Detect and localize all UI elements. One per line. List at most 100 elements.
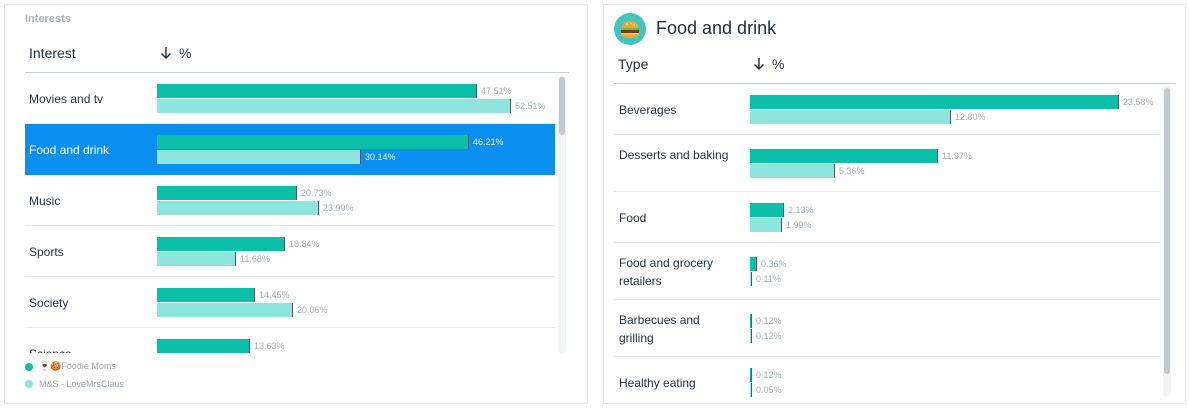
percent-label: 23.58% (1123, 97, 1154, 107)
bar-end-marker (751, 383, 752, 397)
sort-down-arrow-icon (754, 58, 764, 70)
percent-label: 0.12% (756, 331, 782, 341)
sort-down-arrow-icon (161, 47, 171, 59)
row-label: Food (619, 211, 647, 225)
list-item[interactable]: Food and grocery retailers 0.36% 0.11% (614, 243, 1160, 300)
types-list[interactable]: Beverages 23.58% 12.80% Desserts and baking… (614, 84, 1160, 401)
percent-label: 14.45% (259, 290, 290, 300)
legend-item-b: M&S - LoveMrsClaus (25, 379, 124, 389)
scrollbar[interactable] (1163, 86, 1171, 397)
percent-label: 0.11% (756, 274, 781, 284)
header-divider (25, 72, 569, 73)
bar-series-a (157, 135, 468, 149)
list-item[interactable]: Desserts and baking 11.97% 5.36% (614, 135, 1160, 192)
list-item[interactable]: Healthy eating 0.12% 0.05% (614, 357, 1160, 401)
bar-series-b (157, 150, 360, 164)
bar-series-a (750, 314, 751, 328)
column-header-interest[interactable]: Interest (29, 45, 76, 61)
list-item[interactable]: Food 2.13% 1.99% (614, 192, 1160, 243)
percent-label: 47.51% (481, 86, 512, 96)
bar-series-b (157, 201, 318, 215)
bar-end-marker (751, 314, 752, 328)
scrollbar-thumb[interactable] (559, 77, 565, 135)
bar-series-b (157, 99, 510, 113)
scrollbar-thumb[interactable] (1164, 88, 1170, 374)
percent-label: 20.06% (297, 305, 328, 315)
bar-series-b (750, 110, 950, 124)
header-divider (614, 83, 1176, 84)
bar-end-marker (751, 272, 752, 286)
legend-item-a: 🍷🍪Foodie Moms (25, 361, 116, 372)
category-title: Food and drink (656, 18, 777, 38)
row-label: Barbecues and grilling (619, 313, 700, 345)
percent-label: 12.80% (955, 112, 986, 122)
bar-series-a (157, 288, 254, 302)
interests-panel: Interests Interest % Movies and tv 47.51%… (4, 4, 588, 404)
list-item[interactable]: Society 14.45% 20.06% (25, 277, 555, 328)
bar-end-marker (292, 303, 293, 317)
row-label: Food and grocery retailers (619, 256, 714, 288)
sort-percent-header[interactable]: % (159, 45, 191, 61)
list-item[interactable]: Science 13.63% (25, 328, 555, 353)
legend-dot-icon (25, 362, 33, 371)
bar-series-a (750, 203, 783, 217)
bar-end-marker (834, 164, 835, 178)
sort-percent-header[interactable]: % (752, 56, 784, 72)
bar-series-a (750, 95, 1118, 109)
percent-label: 20.73% (301, 188, 332, 198)
percent-label: 0.36% (761, 259, 787, 269)
list-item[interactable]: Movies and tv 47.51% 52.51% (25, 73, 555, 124)
bar-end-marker (751, 329, 752, 343)
row-label: Society (29, 296, 69, 310)
section-title: Interests (25, 13, 71, 25)
row-label: Healthy eating (619, 376, 696, 390)
bar-end-marker (783, 203, 784, 217)
burger-icon (614, 13, 646, 45)
list-item[interactable]: Music 20.73% 23.99% (25, 175, 555, 226)
legend-dot-icon (25, 380, 33, 388)
percent-label: 5.36% (839, 166, 865, 176)
bar-series-a (157, 84, 476, 98)
row-label: Music (29, 194, 61, 208)
bar-end-marker (476, 84, 477, 98)
list-item[interactable]: Barbecues and grilling 0.12% 0.12% (614, 300, 1160, 357)
bar-end-marker (756, 257, 757, 271)
bar-end-marker (235, 252, 236, 266)
percent-label: 0.05% (756, 385, 782, 395)
list-item[interactable]: Sports 18.84% 11.68% (25, 226, 555, 277)
bar-end-marker (1118, 95, 1119, 109)
percent-label: 0.12% (756, 316, 782, 326)
bar-series-b (157, 252, 235, 266)
bar-end-marker (249, 339, 250, 353)
bar-series-b (157, 303, 292, 317)
bar-series-b (750, 329, 751, 343)
bar-series-b (750, 218, 781, 232)
bar-end-marker (781, 218, 782, 232)
percent-label: 46.21% (473, 137, 504, 147)
percent-label: 2.13% (788, 205, 814, 215)
bar-series-a (157, 237, 284, 251)
percent-label: 1.99% (786, 220, 812, 230)
list-item[interactable]: Beverages 23.58% 12.80% (614, 84, 1160, 135)
column-header-type[interactable]: Type (618, 56, 648, 72)
row-label: Science (29, 345, 149, 353)
bar-series-b (750, 164, 834, 178)
bar-end-marker (284, 237, 285, 251)
legend-label: M&S - LoveMrsClaus (39, 379, 125, 389)
scrollbar[interactable] (558, 75, 566, 353)
bar-end-marker (937, 149, 938, 163)
row-label: Movies and tv (29, 92, 104, 106)
list-item[interactable]: Food and drink 46.21% 30.14% (25, 124, 555, 175)
row-label: Sports (29, 245, 64, 259)
percent-label: 11.68% (240, 254, 270, 264)
percent-label: 0.12% (756, 370, 782, 380)
column-header-label: Type (618, 56, 649, 72)
row-label: Desserts and baking (619, 148, 729, 162)
row-label: Food and drink (29, 143, 110, 157)
column-header-label: Interest (29, 45, 76, 61)
percent-label: 30.14% (365, 152, 396, 162)
bar-series-a (157, 186, 296, 200)
interests-list[interactable]: Movies and tv 47.51% 52.51% Food and drink 4… (25, 73, 555, 353)
bar-end-marker (751, 368, 752, 382)
bar-end-marker (950, 110, 951, 124)
